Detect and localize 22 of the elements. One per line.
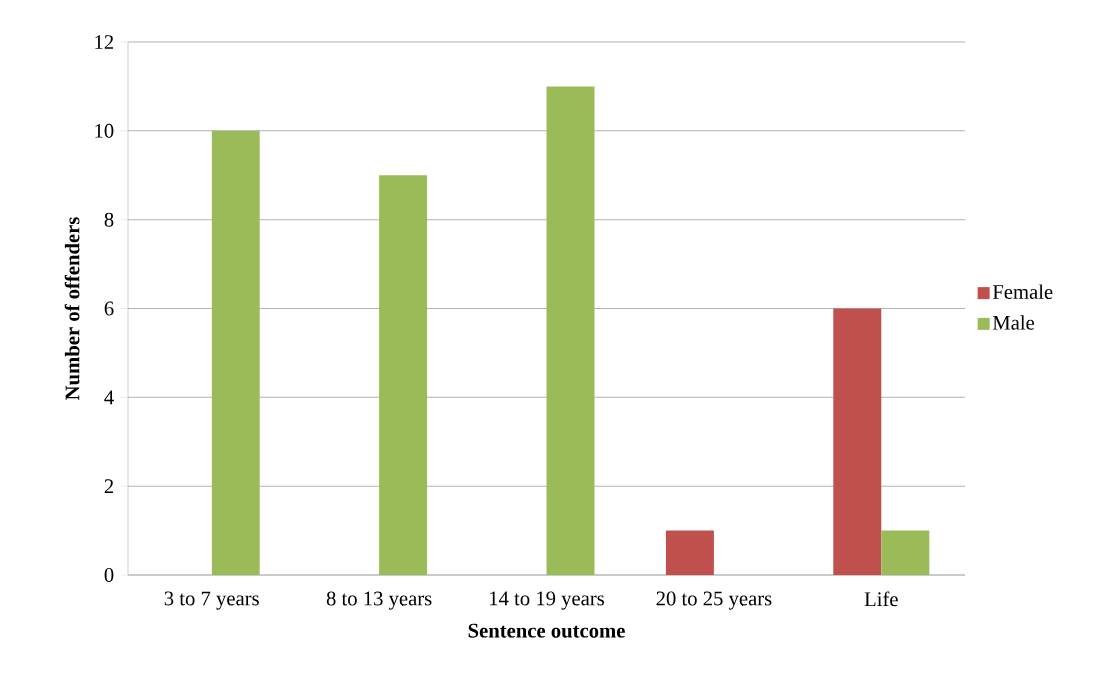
legend-label: Female	[992, 284, 1053, 299]
y-tick-label: 2	[104, 479, 114, 494]
y-tick-label: 10	[95, 123, 114, 138]
bar	[833, 308, 882, 576]
y-tick-label: 0	[104, 568, 114, 582]
y-tick-label: 4	[104, 390, 114, 405]
y-tick-label: 12	[95, 35, 114, 49]
x-tick-label: 14 to 19 years	[490, 591, 605, 610]
bar	[211, 130, 260, 576]
y-tick-label: 8	[104, 212, 114, 227]
x-tick-label: Life	[864, 591, 898, 607]
y-tick-label: 6	[104, 301, 114, 316]
bar	[881, 530, 930, 576]
x-axis-title: Sentence outcome	[468, 623, 625, 638]
bar	[665, 530, 714, 576]
x-tick-label: 3 to 7 years	[164, 591, 259, 610]
x-tick-label: 8 to 13 years	[326, 591, 432, 610]
bar	[546, 86, 595, 576]
bar	[379, 175, 428, 576]
x-tick-label: 20 to 25 years	[656, 591, 772, 610]
y-axis-title: Number of offenders	[64, 217, 80, 400]
legend-label: Male	[992, 315, 1035, 330]
